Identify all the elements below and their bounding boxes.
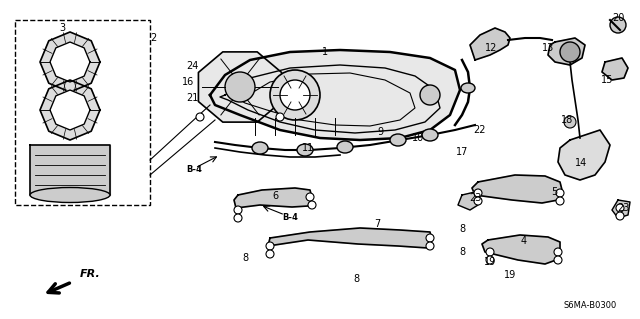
Text: 8: 8 <box>459 247 465 257</box>
Polygon shape <box>482 235 560 264</box>
Polygon shape <box>210 50 460 140</box>
Circle shape <box>486 248 494 256</box>
Text: B-4: B-4 <box>282 213 298 222</box>
Circle shape <box>616 212 624 220</box>
Ellipse shape <box>422 129 438 141</box>
Text: 15: 15 <box>601 75 613 85</box>
Text: 21: 21 <box>186 93 198 103</box>
Bar <box>15 20 150 205</box>
Circle shape <box>225 72 255 102</box>
Text: 23: 23 <box>469 193 481 203</box>
Circle shape <box>426 234 434 242</box>
Text: 3: 3 <box>59 23 65 33</box>
Circle shape <box>486 256 494 264</box>
Circle shape <box>266 250 274 258</box>
Text: 12: 12 <box>485 43 497 53</box>
Polygon shape <box>50 90 90 130</box>
Circle shape <box>276 113 284 121</box>
Circle shape <box>234 214 242 222</box>
Text: 17: 17 <box>456 147 468 157</box>
Polygon shape <box>40 32 100 92</box>
Circle shape <box>308 201 316 209</box>
Text: 7: 7 <box>374 219 380 229</box>
Circle shape <box>474 189 482 197</box>
Circle shape <box>266 242 274 250</box>
Text: 6: 6 <box>272 191 278 201</box>
Circle shape <box>196 113 204 121</box>
Text: 14: 14 <box>575 158 587 168</box>
Circle shape <box>474 197 482 205</box>
Text: 1: 1 <box>322 47 328 57</box>
Text: 24: 24 <box>186 61 198 71</box>
Polygon shape <box>50 42 90 82</box>
Text: 16: 16 <box>182 77 194 87</box>
Text: 11: 11 <box>302 143 314 153</box>
Polygon shape <box>30 145 110 195</box>
Ellipse shape <box>252 142 268 154</box>
Text: 9: 9 <box>377 127 383 137</box>
Polygon shape <box>612 200 630 218</box>
Text: 8: 8 <box>459 224 465 234</box>
Text: 20: 20 <box>612 13 624 23</box>
Circle shape <box>420 85 440 105</box>
Circle shape <box>610 17 626 33</box>
Polygon shape <box>558 130 610 180</box>
Text: 8: 8 <box>242 253 248 263</box>
Circle shape <box>280 80 310 110</box>
Circle shape <box>556 197 564 205</box>
Ellipse shape <box>297 144 313 156</box>
Text: 8: 8 <box>353 274 359 284</box>
Circle shape <box>564 116 576 128</box>
Circle shape <box>616 204 624 212</box>
Text: S6MA-B0300: S6MA-B0300 <box>563 301 616 310</box>
Circle shape <box>426 242 434 250</box>
Circle shape <box>306 193 314 201</box>
Text: 2: 2 <box>150 33 156 43</box>
Text: 19: 19 <box>504 270 516 280</box>
Circle shape <box>270 70 320 120</box>
Text: 4: 4 <box>521 236 527 246</box>
Polygon shape <box>602 58 628 80</box>
Polygon shape <box>268 228 432 248</box>
Polygon shape <box>472 175 562 203</box>
Polygon shape <box>470 28 510 60</box>
Text: 10: 10 <box>412 133 424 143</box>
Text: 18: 18 <box>561 115 573 125</box>
Text: FR.: FR. <box>80 269 100 279</box>
Ellipse shape <box>337 141 353 153</box>
Circle shape <box>554 248 562 256</box>
Text: B-4: B-4 <box>186 166 202 174</box>
Ellipse shape <box>30 188 110 203</box>
Circle shape <box>556 189 564 197</box>
Polygon shape <box>548 38 585 65</box>
Polygon shape <box>198 52 282 122</box>
Text: 22: 22 <box>474 125 486 135</box>
Text: 13: 13 <box>542 43 554 53</box>
Text: 23: 23 <box>617 203 629 213</box>
Polygon shape <box>458 192 478 210</box>
Polygon shape <box>40 80 100 140</box>
Ellipse shape <box>461 83 475 93</box>
Text: 19: 19 <box>484 257 496 267</box>
Polygon shape <box>234 188 312 208</box>
Circle shape <box>554 256 562 264</box>
Text: 5: 5 <box>551 187 557 197</box>
Ellipse shape <box>390 134 406 146</box>
Circle shape <box>234 206 242 214</box>
Circle shape <box>560 42 580 62</box>
